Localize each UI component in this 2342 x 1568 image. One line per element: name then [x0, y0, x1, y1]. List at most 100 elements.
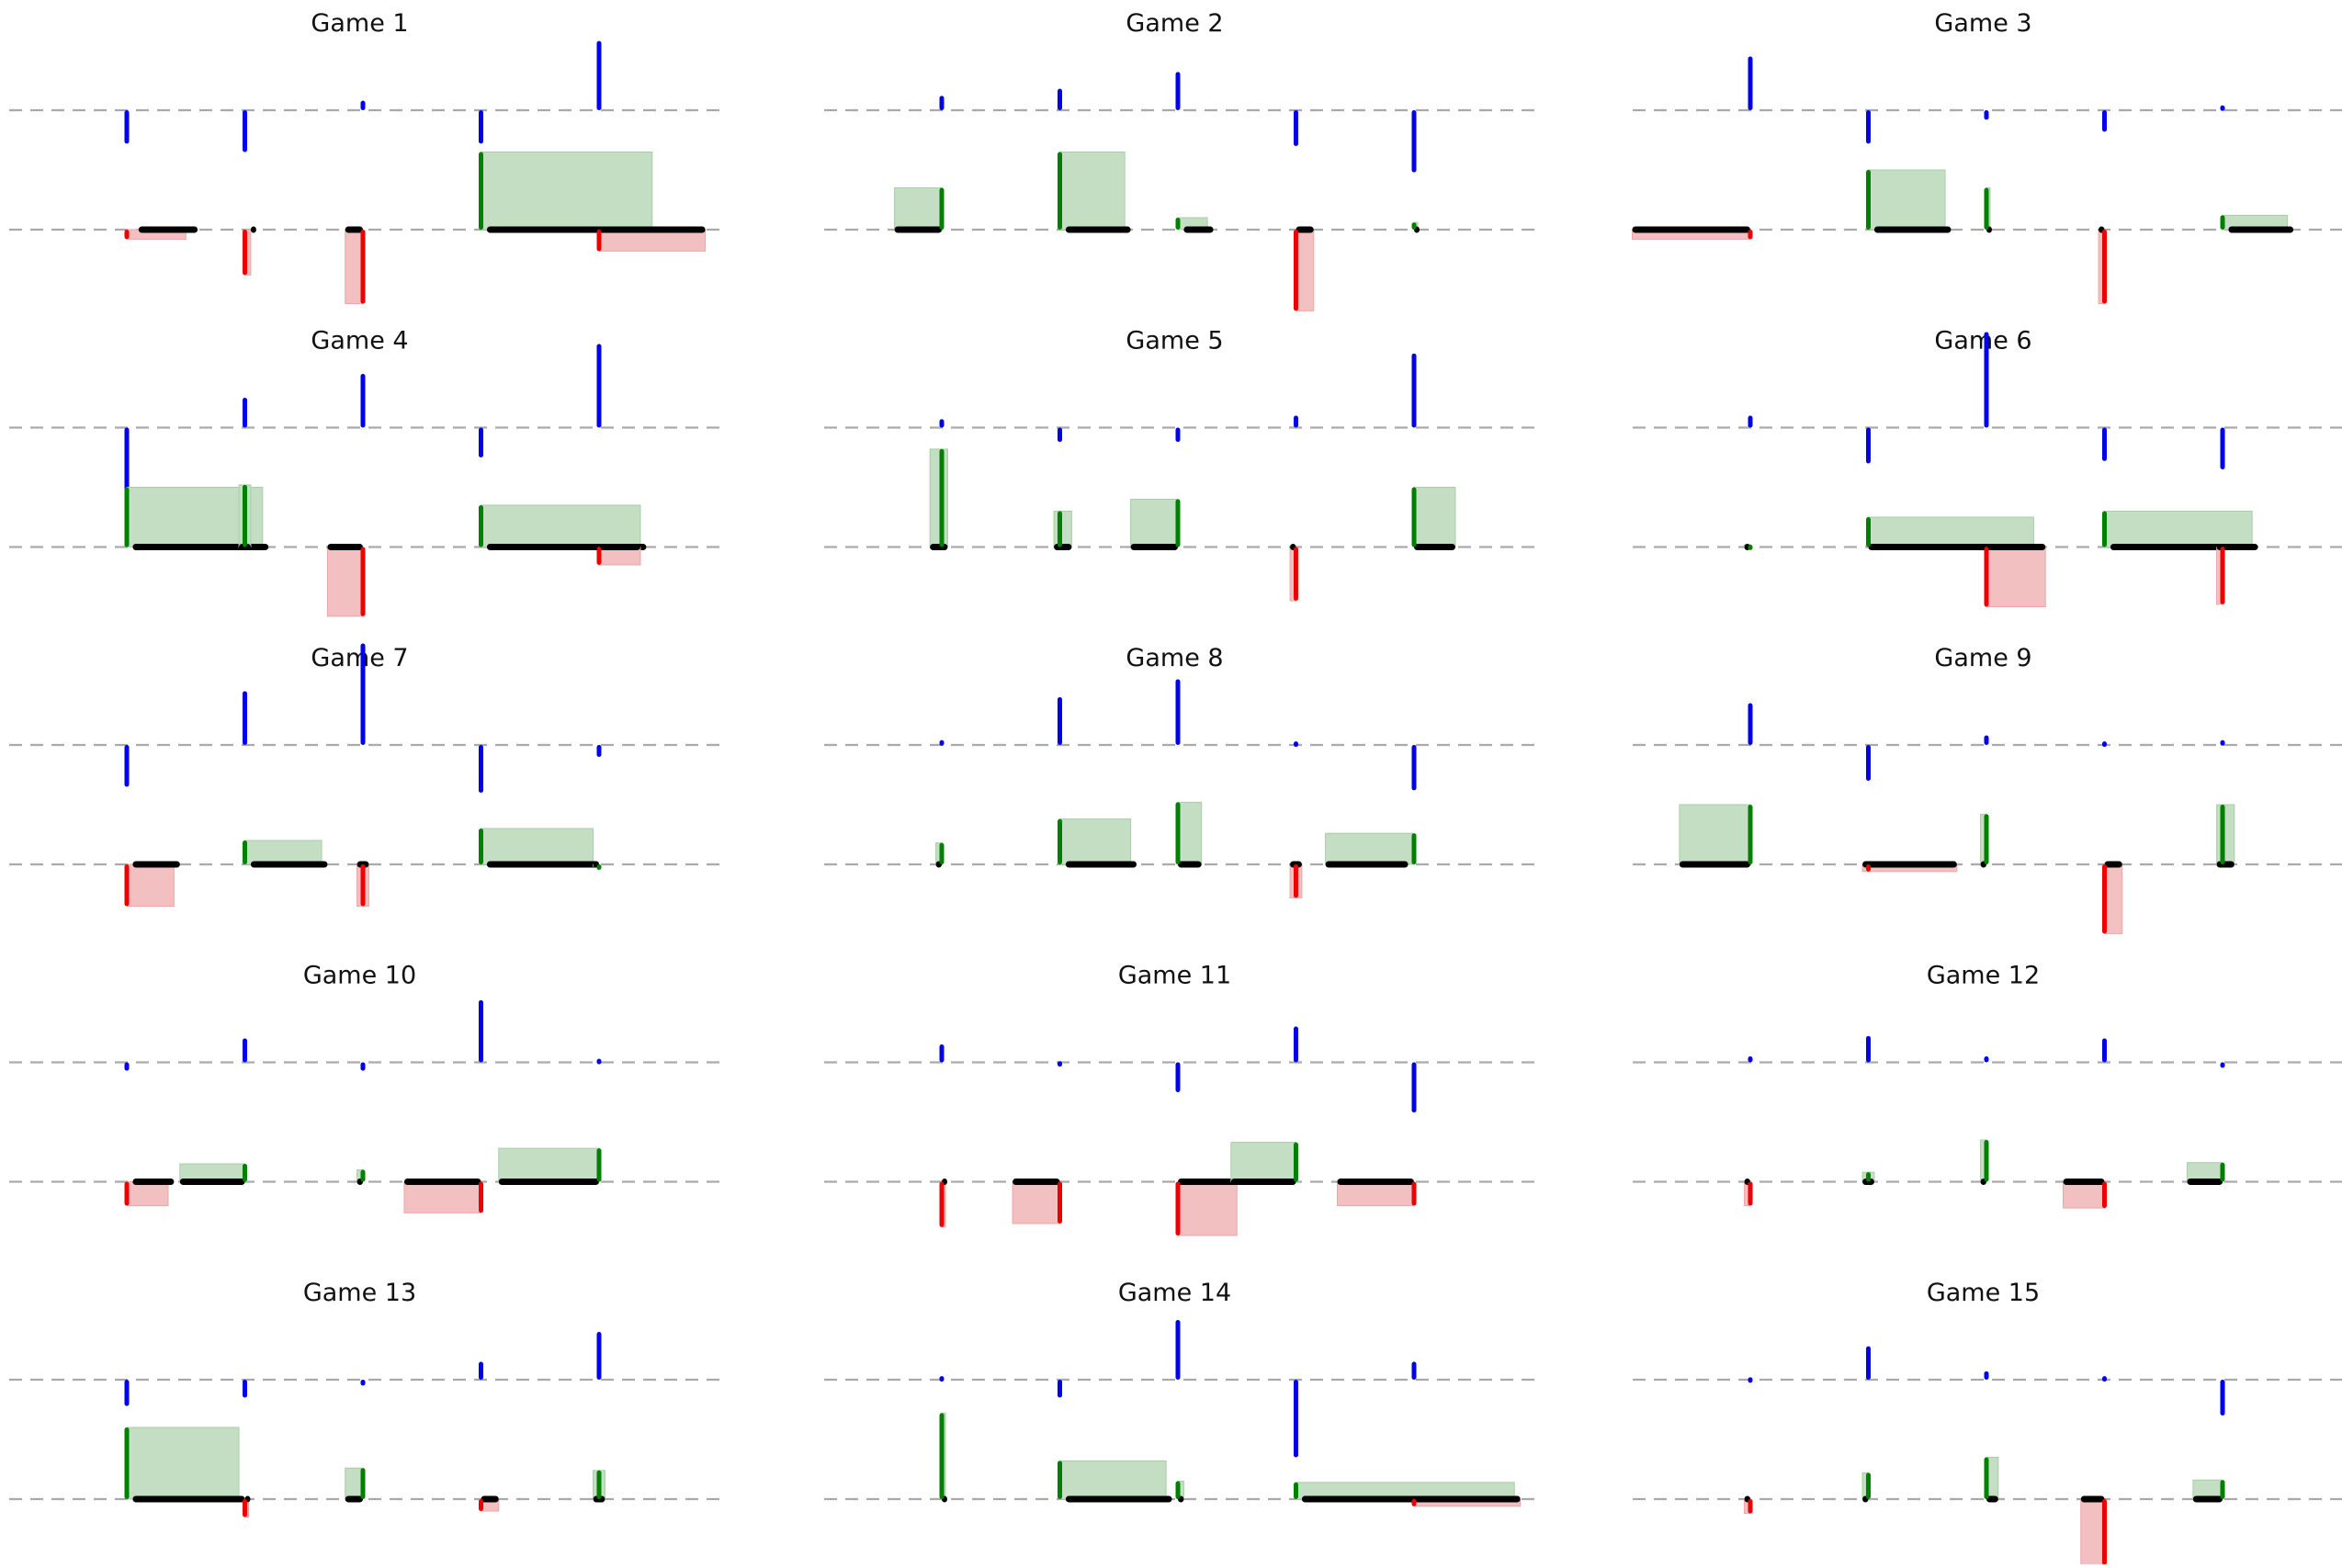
game-panel: Game 1	[9, 9, 721, 304]
blue-bar	[125, 745, 130, 787]
game-panel: Game 7	[9, 644, 721, 907]
gain-marker	[243, 840, 247, 864]
blue-bar	[243, 398, 247, 428]
blue-bar	[1176, 1320, 1181, 1380]
span-line	[327, 544, 363, 550]
blue-bar	[940, 96, 945, 110]
game-title: Game 5	[1126, 327, 1223, 355]
loss-marker	[2102, 230, 2107, 304]
game-panel: Game 9	[1633, 644, 2342, 933]
loss-area	[345, 230, 363, 304]
loss-marker	[1294, 547, 1298, 602]
gain-marker	[1985, 814, 1989, 864]
game-title: Game 7	[311, 644, 408, 672]
gain-marker	[1058, 152, 1062, 231]
gain-area	[1231, 1143, 1296, 1182]
blue-bar	[361, 101, 366, 110]
blue-bar	[243, 1039, 247, 1063]
gain-area	[1178, 802, 1202, 864]
span-line	[132, 862, 179, 868]
game-title: Game 2	[1126, 9, 1223, 38]
gain-marker	[125, 1427, 130, 1499]
blue-bar	[479, 428, 483, 458]
blue-bar	[1058, 1380, 1062, 1398]
game-title: Game 8	[1126, 644, 1223, 672]
gain-marker	[479, 152, 483, 231]
blue-bar	[940, 740, 945, 746]
gain-area	[481, 152, 652, 231]
game-title: Game 12	[1927, 962, 2040, 990]
blue-bar	[940, 419, 945, 427]
loss-marker	[243, 230, 247, 275]
gain-marker	[1058, 1461, 1062, 1499]
span-line	[1337, 1179, 1414, 1185]
gain-marker	[2221, 1163, 2225, 1182]
span-line	[895, 227, 942, 233]
span-line	[1066, 227, 1131, 233]
blue-bar	[1748, 1377, 1753, 1382]
span-line	[930, 544, 947, 550]
gain-area	[481, 829, 594, 864]
span-line	[345, 1496, 363, 1503]
span-line	[1183, 227, 1213, 233]
gain-marker	[1748, 805, 1753, 864]
blue-bar	[479, 1000, 483, 1063]
gain-area	[2105, 512, 2253, 547]
blue-bar	[2221, 1063, 2225, 1068]
loss-area	[1013, 1182, 1059, 1224]
blue-bar	[1985, 736, 1989, 745]
loss-marker	[1748, 1499, 1753, 1514]
span-line	[251, 862, 328, 868]
blue-bar	[1748, 1056, 1753, 1063]
span-line	[599, 544, 640, 550]
blue-bar	[2102, 1039, 2107, 1063]
span-line	[345, 227, 363, 233]
game-panel: Game 14	[824, 1279, 1536, 1506]
blue-bar	[243, 692, 247, 746]
gain-marker	[940, 843, 945, 864]
game-title: Game 13	[303, 1279, 416, 1307]
gain-marker	[2221, 805, 2225, 864]
span-line	[404, 1179, 481, 1185]
gain-marker	[597, 1471, 602, 1499]
blue-bar	[243, 1380, 247, 1398]
span-line	[1066, 862, 1137, 868]
blue-bar	[2221, 740, 2225, 746]
gain-area	[1869, 170, 1946, 230]
loss-area	[404, 1182, 481, 1213]
gain-marker	[940, 449, 945, 547]
gain-area	[1060, 819, 1131, 864]
gain-marker	[479, 505, 483, 547]
gain-marker	[1058, 819, 1062, 864]
game-panel: Game 3	[1633, 9, 2342, 304]
blue-bar	[1985, 1056, 1989, 1063]
loss-area	[327, 547, 363, 616]
blue-bar	[1058, 1061, 1062, 1066]
blue-bar	[1985, 333, 1989, 428]
blue-bar	[597, 1059, 602, 1065]
blue-bar	[1748, 704, 1753, 746]
gain-marker	[479, 829, 483, 864]
loss-marker	[2102, 1499, 2107, 1564]
blue-bar	[1294, 741, 1298, 747]
game-title: Game 3	[1934, 9, 2031, 38]
loss-marker	[1866, 864, 1871, 872]
blue-bar	[361, 644, 366, 746]
blue-bar	[479, 110, 483, 143]
loss-marker	[479, 1499, 483, 1511]
gain-marker	[361, 1170, 366, 1182]
gain-area	[1326, 833, 1414, 864]
gain-marker	[597, 864, 602, 870]
blue-bar	[1985, 110, 1989, 119]
span-line	[2081, 1496, 2105, 1503]
blue-bar	[125, 1063, 130, 1071]
gain-marker	[1985, 1458, 1989, 1500]
gain-area	[1060, 1461, 1167, 1499]
blue-bar	[1176, 1063, 1181, 1093]
game-title: Game 6	[1934, 327, 2031, 355]
gain-area	[1680, 805, 1750, 864]
span-line	[1296, 227, 1314, 233]
gain-marker	[1176, 1482, 1181, 1500]
gain-marker	[2102, 512, 2107, 547]
blue-bar	[1058, 89, 1062, 110]
